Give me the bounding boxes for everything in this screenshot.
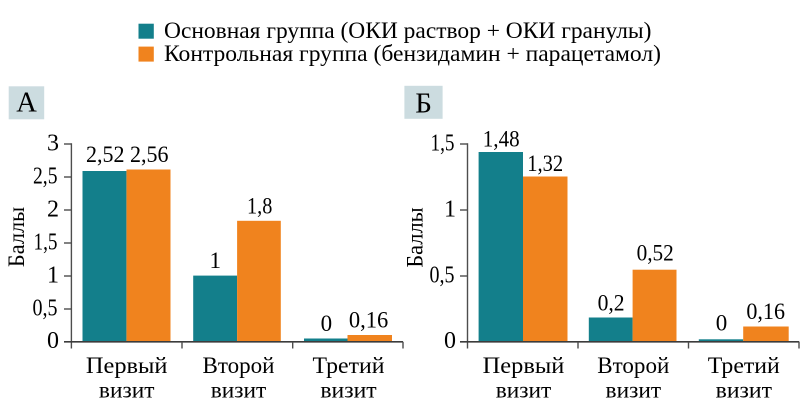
svg-text:1,48: 1,48 — [483, 127, 520, 152]
svg-text:Третий: Третий — [313, 353, 385, 378]
svg-text:1,32: 1,32 — [527, 151, 563, 176]
svg-text:2,56: 2,56 — [130, 142, 169, 167]
svg-text:визит: визит — [320, 378, 376, 403]
svg-text:1,8: 1,8 — [247, 194, 272, 219]
svg-text:Контрольная группа (бензидамин: Контрольная группа (бензидамин + парацет… — [164, 41, 661, 66]
svg-text:Б: Б — [415, 87, 432, 119]
svg-text:0,5: 0,5 — [430, 262, 455, 288]
svg-text:А: А — [16, 88, 37, 119]
svg-text:2,52: 2,52 — [86, 142, 125, 167]
svg-text:визит: визит — [99, 378, 155, 403]
svg-text:Первый: Первый — [483, 353, 565, 378]
svg-text:0,2: 0,2 — [598, 291, 625, 316]
svg-text:0: 0 — [47, 328, 59, 354]
svg-text:0: 0 — [321, 311, 333, 336]
svg-text:0: 0 — [444, 328, 456, 354]
svg-text:визит: визит — [716, 378, 772, 403]
svg-text:Второй: Второй — [203, 353, 275, 378]
svg-text:визит: визит — [211, 378, 267, 403]
svg-text:2,5: 2,5 — [33, 163, 58, 189]
svg-text:2: 2 — [47, 196, 59, 222]
svg-text:0,16: 0,16 — [349, 308, 388, 333]
svg-text:Второй: Второй — [597, 353, 669, 378]
svg-text:Баллы: Баллы — [403, 207, 428, 267]
svg-text:0,52: 0,52 — [637, 241, 674, 266]
svg-text:1: 1 — [209, 248, 221, 273]
svg-text:Третий: Третий — [708, 353, 780, 378]
svg-text:1,5: 1,5 — [34, 229, 58, 255]
svg-text:Основная группа (ОКИ раствор +: Основная группа (ОКИ раствор + ОКИ грану… — [164, 18, 652, 43]
svg-text:1: 1 — [444, 196, 456, 222]
svg-text:Первый: Первый — [86, 353, 168, 378]
svg-text:3: 3 — [47, 130, 59, 156]
svg-text:0: 0 — [716, 310, 728, 335]
svg-text:визит: визит — [606, 378, 662, 403]
svg-text:Баллы: Баллы — [4, 207, 29, 267]
svg-text:0,5: 0,5 — [33, 295, 58, 321]
svg-text:визит: визит — [496, 378, 552, 403]
svg-text:1: 1 — [47, 262, 59, 288]
svg-text:0,16: 0,16 — [746, 299, 785, 324]
svg-text:1,5: 1,5 — [431, 130, 455, 156]
